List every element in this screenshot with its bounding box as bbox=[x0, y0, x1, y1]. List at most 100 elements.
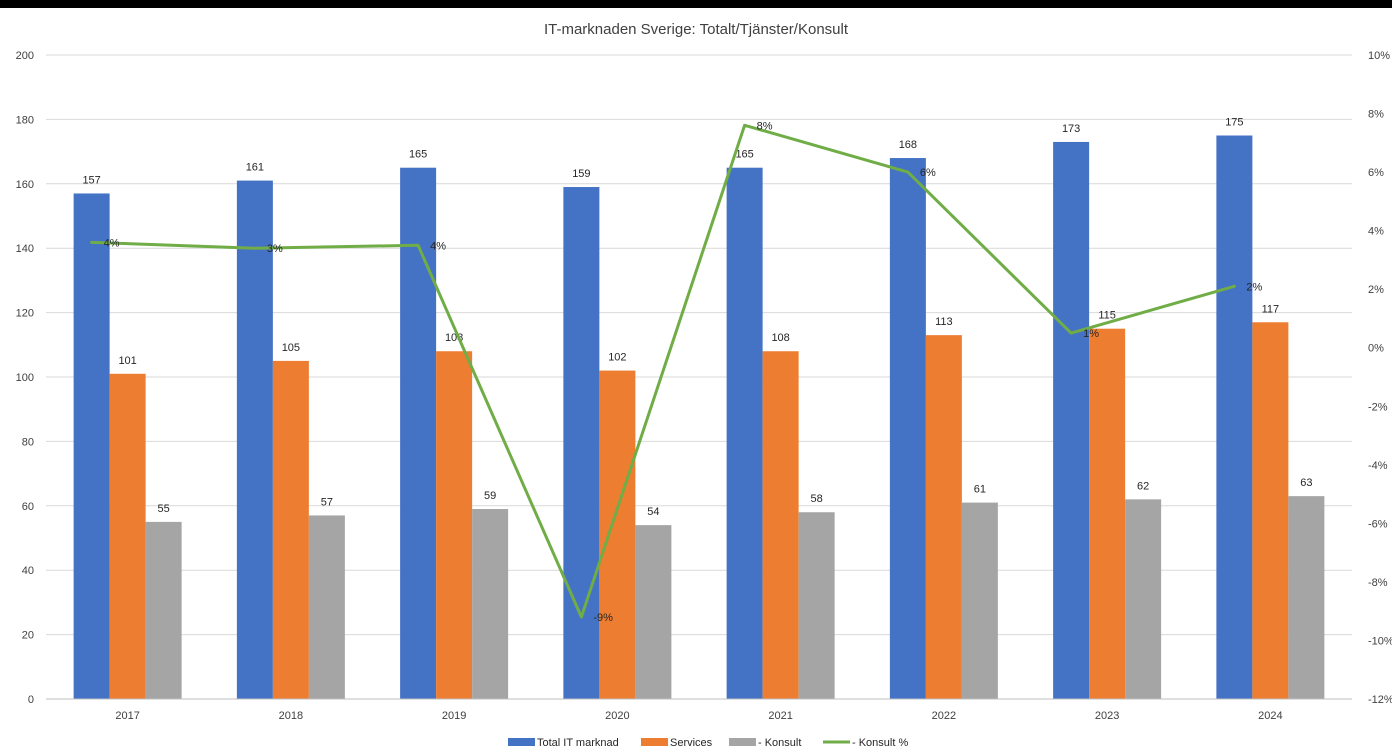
bar-value-label: 55 bbox=[158, 503, 170, 515]
bar bbox=[635, 525, 672, 699]
bar-value-label: 62 bbox=[1137, 480, 1149, 492]
line-path bbox=[90, 123, 1236, 619]
chart-title: IT-marknaden Sverige: Totalt/Tjänster/Ko… bbox=[544, 21, 849, 38]
legend-swatch bbox=[729, 738, 756, 746]
left-tick-label: 120 bbox=[16, 308, 34, 320]
bar-series-2: 55 57 59 54 58 61 62 63 bbox=[145, 477, 1325, 699]
bar bbox=[726, 167, 763, 699]
legend-swatch bbox=[641, 738, 668, 746]
legend-item: Services bbox=[641, 737, 713, 749]
legend-item: - Konsult % bbox=[823, 737, 908, 749]
bar-value-label: 157 bbox=[82, 174, 100, 186]
bar-value-label: 117 bbox=[1262, 303, 1280, 315]
bar bbox=[272, 360, 309, 699]
bar-value-label: 113 bbox=[935, 316, 953, 328]
bar-value-label: 175 bbox=[1225, 117, 1243, 129]
left-tick-label: 80 bbox=[22, 436, 34, 448]
right-tick-label: 8% bbox=[1368, 109, 1384, 121]
bar bbox=[400, 167, 437, 699]
left-tick-label: 40 bbox=[22, 565, 34, 577]
bar-value-label: 159 bbox=[572, 168, 590, 180]
bar-value-label: 115 bbox=[1098, 310, 1116, 322]
bar bbox=[1053, 141, 1090, 699]
line-point-label: 4% bbox=[104, 237, 120, 249]
bar bbox=[436, 351, 473, 699]
bar bbox=[308, 515, 345, 699]
bar-value-label: 54 bbox=[647, 506, 659, 518]
x-tick-label: 2023 bbox=[1095, 710, 1119, 722]
bars: 1571611651591651681731751011051081021081… bbox=[73, 117, 1325, 700]
right-tick-label: 4% bbox=[1368, 226, 1384, 238]
legend-item: Total IT marknad bbox=[508, 737, 619, 749]
bar-value-label: 165 bbox=[735, 149, 753, 161]
left-tick-label: 160 bbox=[16, 179, 34, 191]
bar bbox=[73, 193, 110, 699]
left-tick-label: 180 bbox=[16, 114, 34, 126]
bar-value-label: 61 bbox=[974, 484, 986, 496]
bar bbox=[762, 351, 799, 699]
bar bbox=[1125, 499, 1162, 699]
bar bbox=[798, 512, 835, 699]
line-point-label: 1% bbox=[1083, 328, 1099, 340]
legend-swatch bbox=[508, 738, 535, 746]
line-point-label: 2% bbox=[1246, 281, 1262, 293]
bar-value-label: 173 bbox=[1062, 123, 1080, 135]
legend-label: - Konsult % bbox=[852, 737, 908, 749]
bar bbox=[236, 180, 273, 699]
bar-series-0: 157 161 165 159 165 168 173 175 bbox=[73, 117, 1253, 700]
right-tick-label: -4% bbox=[1368, 460, 1388, 472]
line-point-label: -9% bbox=[593, 612, 613, 624]
left-tick-label: 20 bbox=[22, 630, 34, 642]
line-point-label: 8% bbox=[757, 120, 773, 132]
x-tick-label: 2021 bbox=[768, 710, 792, 722]
right-axis-ticks: -12% -10% -8% -6% -4% -2% 0% 2% 4% 6% 8% 10% bbox=[1368, 50, 1392, 706]
line-point-label: 4% bbox=[430, 240, 446, 252]
left-axis-ticks: 0 20 40 60 80 100 120 140 160 180 200 bbox=[16, 50, 34, 706]
bar bbox=[961, 502, 998, 699]
legend-item: - Konsult bbox=[729, 737, 801, 749]
bar bbox=[599, 370, 636, 699]
right-tick-label: -12% bbox=[1368, 694, 1392, 706]
bar-value-label: 161 bbox=[246, 162, 264, 174]
bar bbox=[1089, 328, 1126, 699]
bar bbox=[1288, 496, 1325, 699]
right-tick-label: 10% bbox=[1368, 50, 1390, 62]
bar-value-label: 108 bbox=[771, 332, 789, 344]
left-tick-label: 0 bbox=[28, 694, 34, 706]
x-tick-label: 2022 bbox=[932, 710, 956, 722]
legend-label: Total IT marknad bbox=[537, 737, 619, 749]
bar-value-label: 168 bbox=[899, 139, 917, 151]
bar bbox=[109, 373, 146, 699]
bar bbox=[145, 521, 182, 699]
bar bbox=[472, 509, 509, 699]
bar-value-label: 63 bbox=[1300, 477, 1312, 489]
bar-value-label: 57 bbox=[321, 496, 333, 508]
x-tick-label: 2020 bbox=[605, 710, 629, 722]
left-tick-label: 200 bbox=[16, 50, 34, 62]
bar-value-label: 102 bbox=[608, 352, 626, 364]
bar-value-label: 105 bbox=[282, 342, 300, 354]
right-tick-label: -8% bbox=[1368, 577, 1388, 589]
bar bbox=[925, 335, 962, 699]
x-tick-label: 2017 bbox=[115, 710, 139, 722]
bar-value-label: 101 bbox=[118, 355, 136, 367]
bar bbox=[889, 158, 926, 700]
left-tick-label: 100 bbox=[16, 372, 34, 384]
legend-label: - Konsult bbox=[758, 737, 801, 749]
right-tick-label: 2% bbox=[1368, 284, 1384, 296]
bar bbox=[1216, 135, 1253, 699]
left-tick-label: 140 bbox=[16, 243, 34, 255]
right-tick-label: -6% bbox=[1368, 518, 1388, 530]
bar bbox=[1252, 322, 1289, 699]
x-tick-label: 2024 bbox=[1258, 710, 1282, 722]
legend: Total IT marknad Services - Konsult - Konsu… bbox=[508, 737, 908, 749]
bar-value-label: 59 bbox=[484, 490, 496, 502]
line-point-label: 6% bbox=[920, 167, 936, 179]
left-tick-label: 60 bbox=[22, 501, 34, 513]
line-point-label: 3% bbox=[267, 243, 283, 255]
right-tick-label: 0% bbox=[1368, 343, 1384, 355]
right-tick-label: -10% bbox=[1368, 635, 1392, 647]
right-tick-label: -2% bbox=[1368, 401, 1388, 413]
